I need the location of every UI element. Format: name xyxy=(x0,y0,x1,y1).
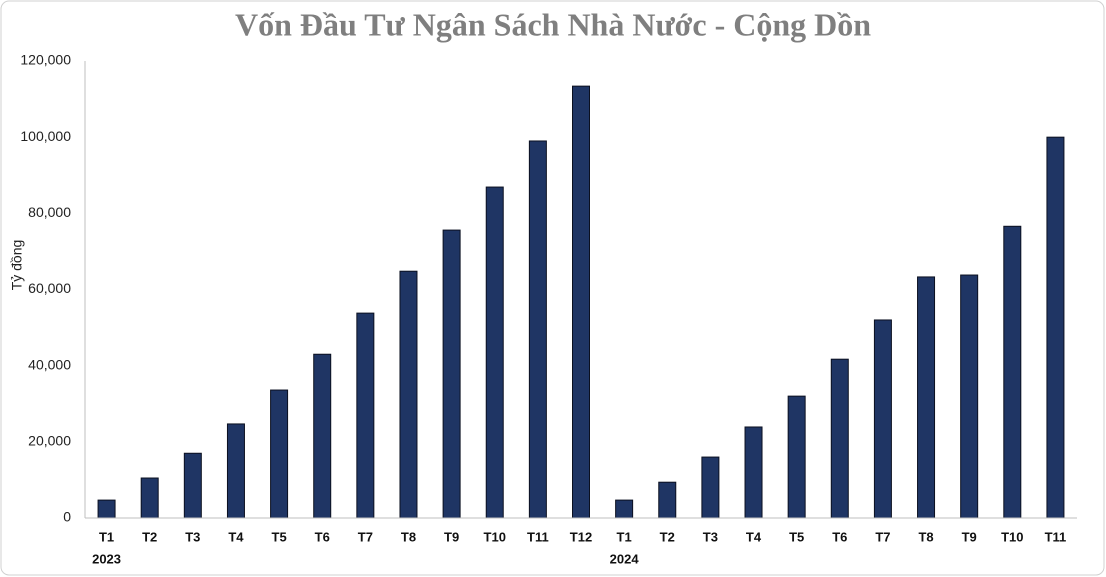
bar xyxy=(97,499,116,519)
x-tick-label: T10 xyxy=(484,529,506,544)
x-tick-label: T5 xyxy=(789,529,804,544)
y-tick-label: 80,000 xyxy=(28,204,71,220)
bar xyxy=(270,389,289,519)
x-tick-label: T3 xyxy=(703,529,718,544)
bar xyxy=(226,423,245,519)
bar xyxy=(787,395,806,519)
y-tick-label: 20,000 xyxy=(28,433,71,449)
x-tick-label: T9 xyxy=(962,529,977,544)
x-tick-label: T3 xyxy=(185,529,200,544)
x-tick-label: T10 xyxy=(1001,529,1023,544)
bar xyxy=(873,319,892,519)
x-tick-label: T2 xyxy=(142,529,157,544)
y-axis-label: Tỷ đồng xyxy=(9,240,25,291)
x-tick-label: T4 xyxy=(228,529,244,544)
x-tick-label: T4 xyxy=(746,529,762,544)
bar xyxy=(1003,225,1022,519)
bar xyxy=(528,140,547,519)
y-tick-label: 120,000 xyxy=(20,52,71,68)
y-tick-label: 60,000 xyxy=(28,280,71,296)
x-tick-label: T7 xyxy=(358,529,373,544)
y-tick-label: 100,000 xyxy=(20,128,71,144)
bar xyxy=(356,312,375,519)
bar xyxy=(658,481,677,519)
bar xyxy=(399,270,418,519)
x-tick-label: T11 xyxy=(1045,529,1067,544)
x-tick-label: T6 xyxy=(315,529,330,544)
x-tick-label: T8 xyxy=(918,529,933,544)
bar xyxy=(313,353,332,519)
x-tick-label: T9 xyxy=(444,529,459,544)
x-tick-label: T1 xyxy=(99,529,114,544)
bar xyxy=(1046,136,1065,519)
bar xyxy=(140,477,159,519)
x-group-label: 2024 xyxy=(610,551,640,566)
bar xyxy=(615,499,634,519)
y-tick-label: 40,000 xyxy=(28,356,71,372)
bar xyxy=(442,229,461,519)
bar xyxy=(485,186,504,519)
bar xyxy=(572,85,590,519)
x-tick-label: T1 xyxy=(617,529,632,544)
bar xyxy=(701,456,720,519)
y-tick-label: 0 xyxy=(63,509,71,525)
x-tick-label: T5 xyxy=(272,529,287,544)
bar xyxy=(960,274,979,519)
x-tick-label: T7 xyxy=(875,529,890,544)
x-tick-label: T11 xyxy=(527,529,549,544)
x-tick-label: T12 xyxy=(570,529,592,544)
chart-title: Vốn Đầu Tư Ngân Sách Nhà Nước - Cộng Dồn xyxy=(235,6,871,42)
x-tick-label: T6 xyxy=(832,529,847,544)
x-tick-label: T8 xyxy=(401,529,416,544)
x-group-label: 2023 xyxy=(92,551,121,566)
bar xyxy=(744,426,763,519)
bar xyxy=(917,276,936,519)
x-tick-label: T2 xyxy=(660,529,675,544)
bar xyxy=(830,358,849,519)
bar xyxy=(183,452,202,519)
